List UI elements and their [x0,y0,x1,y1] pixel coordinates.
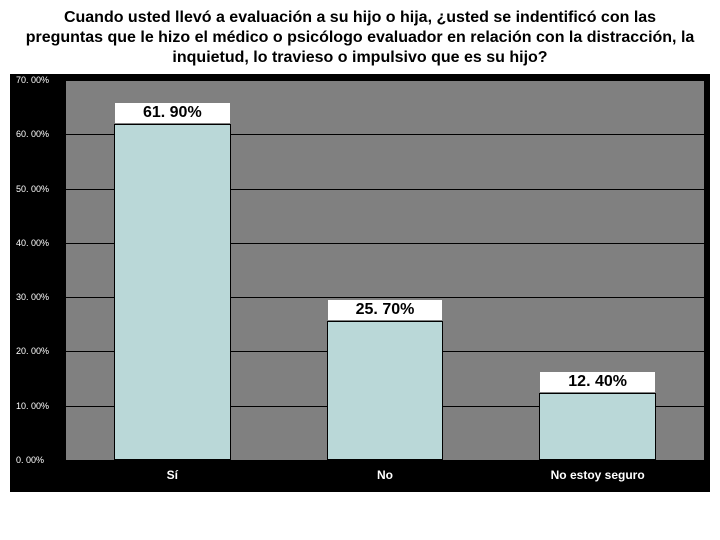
bar: 61. 90% [114,124,231,460]
y-tick-label: 30. 00% [16,292,49,302]
bar-value-label: 12. 40% [540,372,655,392]
x-tick-label: Sí [167,468,178,482]
bar-value-label: 61. 90% [115,103,230,123]
bar: 12. 40% [539,393,656,460]
y-tick-label: 50. 00% [16,184,49,194]
bar: 25. 70% [327,321,444,461]
gridline [66,80,704,81]
bar-value-label: 25. 70% [328,300,443,320]
gridline [66,460,704,461]
chart-area: 61. 90% 25. 70% 12. 40% 0. 00% 10. 00% 20. 0… [10,74,710,492]
y-tick-label: 10. 00% [16,401,49,411]
y-tick-label: 40. 00% [16,238,49,248]
y-tick-label: 70. 00% [16,75,49,85]
y-tick-label: 20. 00% [16,346,49,356]
x-tick-label: No [377,468,393,482]
y-tick-label: 0. 00% [16,455,44,465]
x-tick-label: No estoy seguro [551,468,645,482]
y-tick-label: 60. 00% [16,129,49,139]
plot-area: 61. 90% 25. 70% 12. 40% [66,80,704,460]
chart-title: Cuando usted llevó a evaluación a su hij… [0,0,720,74]
